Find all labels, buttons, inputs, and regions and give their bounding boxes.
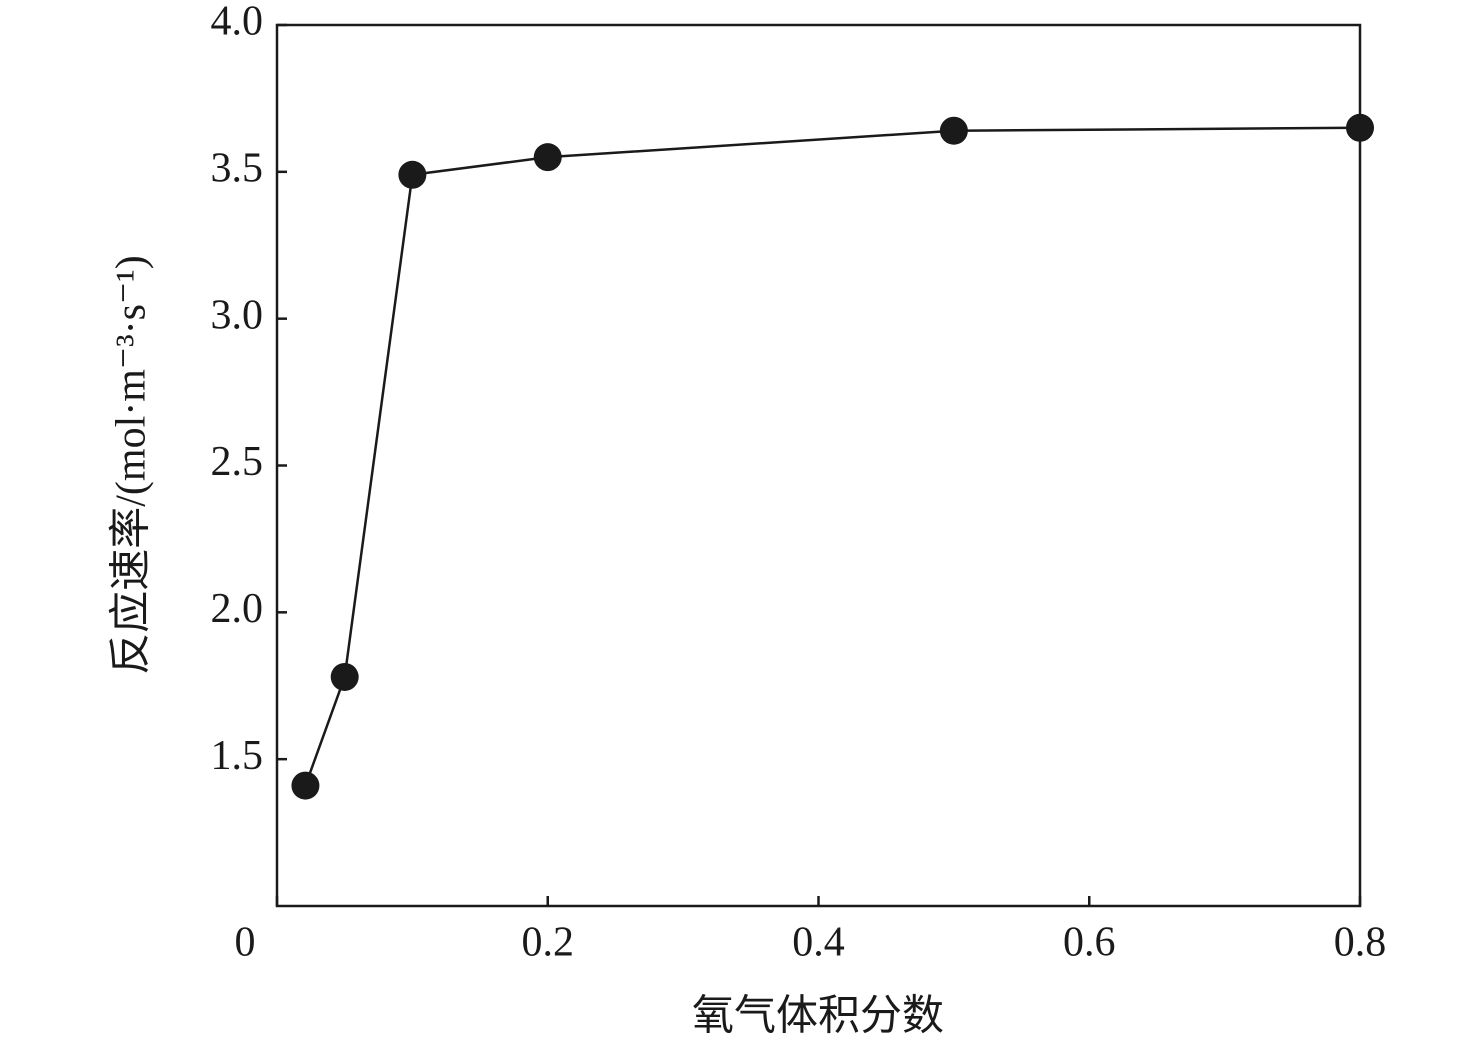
data-point [1346,113,1374,142]
x-tick-label: 0.4 [792,920,845,966]
y-tick-label: 3.5 [211,145,264,191]
y-axis-label: 反应速率/(mol·m⁻³·s⁻¹) [108,255,155,675]
x-axis-label: 氧气体积分数 [692,994,944,1040]
x-tick-label: 0.6 [1063,920,1116,966]
data-point [398,160,427,189]
y-tick-label: 4.0 [211,0,264,45]
data-line [304,126,1361,787]
data-point [939,116,968,145]
plot-frame [275,23,1362,908]
data-point [291,771,320,800]
y-tick-label: 2.5 [211,439,264,485]
data-point [330,662,359,691]
y-tick-label: 2.0 [211,586,264,632]
x-tick-label: 0.8 [1334,920,1387,966]
x-tick-label: 0 [235,920,256,966]
y-tick-label: 3.0 [211,292,264,338]
x-tick-label: 0.2 [522,920,575,966]
y-tick-label: 1.5 [211,733,264,779]
data-point [533,143,562,172]
